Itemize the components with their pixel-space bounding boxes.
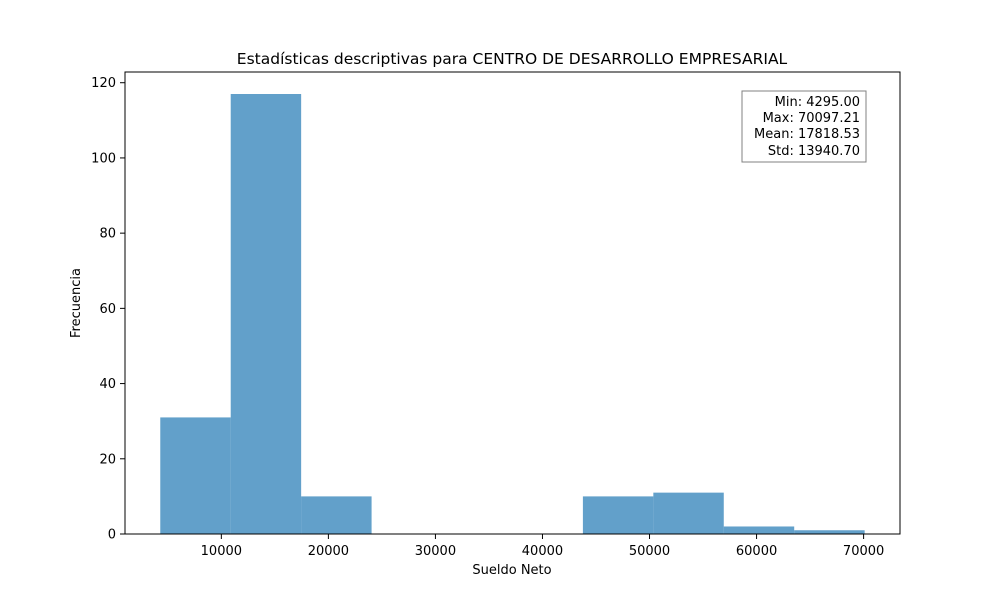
x-tick-label: 60000 bbox=[736, 544, 777, 559]
axes-frame bbox=[124, 71, 901, 535]
x-tick-label: 40000 bbox=[522, 544, 563, 559]
y-tick-label: 20 bbox=[99, 452, 116, 467]
histogram-bar bbox=[582, 496, 654, 534]
stats-min: Min: 4295.00 bbox=[775, 95, 860, 110]
histogram-bar bbox=[160, 417, 231, 534]
y-tick-label: 120 bbox=[91, 76, 116, 91]
y-tick-label: 100 bbox=[91, 151, 116, 166]
stats-mean: Mean: 17818.53 bbox=[754, 127, 860, 142]
x-tick-label: 70000 bbox=[843, 544, 884, 559]
y-axis-ticks: 0 20 40 60 80 100 120 bbox=[91, 76, 125, 543]
x-tick-label: 20000 bbox=[308, 544, 349, 559]
stats-std: Std: 13940.70 bbox=[768, 144, 860, 159]
histogram-bar bbox=[794, 530, 865, 534]
y-axis-label: Frecuencia bbox=[69, 268, 84, 338]
bars-layer bbox=[160, 94, 865, 534]
chart-title: Estadísticas descriptivas para CENTRO DE… bbox=[237, 50, 788, 68]
histogram-bar bbox=[301, 496, 372, 534]
y-tick-label: 60 bbox=[99, 302, 116, 317]
stats-box-frame bbox=[741, 90, 867, 163]
x-axis-ticks: 10000 20000 30000 40000 50000 60000 70000 bbox=[201, 534, 884, 559]
y-tick-label: 80 bbox=[99, 227, 116, 242]
stats-box: Min: 4295.00 Max: 70097.21 Mean: 17818.5… bbox=[741, 90, 867, 163]
histogram-bar bbox=[723, 526, 795, 534]
x-tick-label: 10000 bbox=[201, 544, 242, 559]
x-axis-label: Sueldo Neto bbox=[472, 563, 551, 578]
histogram-bar bbox=[653, 492, 724, 534]
x-tick-label: 30000 bbox=[415, 544, 456, 559]
x-tick-label: 50000 bbox=[629, 544, 670, 559]
stats-max: Max: 70097.21 bbox=[763, 111, 860, 126]
histogram-bar bbox=[230, 94, 302, 534]
y-tick-label: 0 bbox=[108, 528, 116, 543]
y-tick-label: 40 bbox=[99, 377, 116, 392]
